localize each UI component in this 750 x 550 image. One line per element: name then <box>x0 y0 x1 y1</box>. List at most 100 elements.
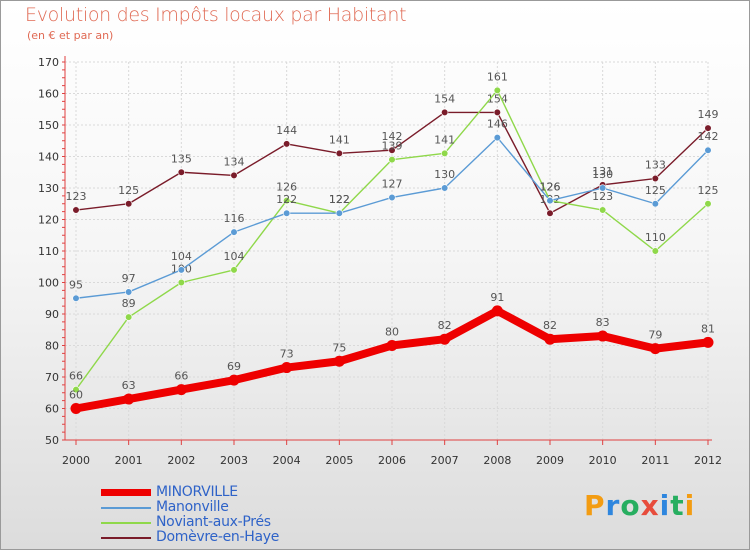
data-point <box>283 140 291 148</box>
data-label: 83 <box>596 316 610 329</box>
data-label: 122 <box>329 193 350 206</box>
data-label: 104 <box>171 250 192 263</box>
data-label: 123 <box>592 190 613 203</box>
data-label: 133 <box>645 159 666 172</box>
data-point <box>546 197 554 205</box>
data-point <box>388 156 396 164</box>
data-point <box>493 108 501 116</box>
data-label: 73 <box>280 348 294 361</box>
logo-letter: P <box>584 489 606 522</box>
y-tick-label: 160 <box>38 88 59 101</box>
data-label: 130 <box>434 168 455 181</box>
x-tick-label: 2010 <box>589 454 617 467</box>
data-label: 134 <box>224 155 245 168</box>
data-point <box>177 266 185 274</box>
data-point <box>388 146 396 154</box>
y-tick-label: 80 <box>45 340 59 353</box>
data-label: 66 <box>69 370 83 383</box>
data-point <box>72 386 80 394</box>
data-label: 126 <box>276 181 297 194</box>
data-label: 122 <box>276 193 297 206</box>
data-point <box>649 343 661 355</box>
y-tick-label: 90 <box>45 308 59 321</box>
y-tick-label: 150 <box>38 119 59 132</box>
x-tick-label: 2012 <box>694 454 722 467</box>
logo-letter: x <box>640 489 660 522</box>
x-tick-label: 2004 <box>273 454 301 467</box>
data-point <box>177 278 185 287</box>
x-tick-label: 2003 <box>220 454 248 467</box>
data-label: 110 <box>645 231 666 244</box>
legend-swatch <box>101 507 151 509</box>
legend-label: MINORVILLE <box>156 484 238 500</box>
data-point <box>125 313 133 321</box>
x-tick-label: 2001 <box>115 454 143 467</box>
x-tick-label: 2005 <box>325 454 353 467</box>
data-point <box>493 86 501 94</box>
data-point <box>388 193 396 202</box>
data-point <box>386 340 398 351</box>
data-point <box>704 124 712 132</box>
data-label: 125 <box>645 184 666 197</box>
data-point <box>72 206 80 214</box>
data-label: 125 <box>118 184 139 197</box>
data-label: 139 <box>382 140 403 153</box>
data-label: 154 <box>434 92 455 105</box>
y-tick-label: 120 <box>38 214 59 227</box>
data-point <box>546 209 554 217</box>
data-point <box>228 374 240 386</box>
legend-swatch <box>101 537 151 539</box>
data-point <box>651 247 659 255</box>
data-point <box>335 209 343 217</box>
data-label: 66 <box>174 370 188 383</box>
data-point <box>441 108 449 116</box>
data-label: 142 <box>382 130 403 143</box>
data-label: 122 <box>329 193 350 206</box>
legend-label: Domèvre-en-Haye <box>156 529 280 545</box>
data-label: 81 <box>701 322 715 335</box>
data-label: 104 <box>224 250 245 263</box>
data-point <box>125 200 133 208</box>
x-tick-label: 2002 <box>167 454 195 467</box>
data-label: 79 <box>648 329 662 342</box>
data-point <box>441 184 449 192</box>
logo-letter: r <box>605 489 621 522</box>
y-tick-label: 50 <box>45 434 59 447</box>
data-label: 80 <box>385 326 399 339</box>
data-label: 69 <box>227 360 241 373</box>
data-point <box>123 393 135 405</box>
legend-swatch <box>101 489 151 496</box>
data-point <box>230 266 238 274</box>
data-point <box>335 149 343 157</box>
data-point <box>439 333 451 345</box>
data-label: 141 <box>434 133 455 146</box>
data-label: 82 <box>438 319 452 332</box>
data-point <box>175 384 187 396</box>
y-tick-label: 140 <box>38 151 59 164</box>
data-point <box>72 294 80 302</box>
data-label: 126 <box>540 181 561 194</box>
logo-letter: t <box>670 489 685 522</box>
y-tick-label: 60 <box>45 403 59 416</box>
data-label: 141 <box>329 133 350 146</box>
data-label: 161 <box>487 70 508 83</box>
data-point <box>177 168 185 176</box>
y-tick-label: 70 <box>45 371 59 384</box>
x-tick-label: 2008 <box>483 454 511 467</box>
legend-label: Noviant-aux-Prés <box>156 514 271 530</box>
data-point <box>544 333 556 345</box>
chart-title: Evolution des Impôts locaux par Habitant <box>25 4 407 26</box>
data-point <box>441 149 449 157</box>
x-tick-label: 2006 <box>378 454 406 467</box>
data-label: 123 <box>66 190 87 203</box>
y-tick-label: 130 <box>38 182 59 195</box>
data-point <box>281 362 293 374</box>
data-point <box>704 146 712 154</box>
data-label: 63 <box>122 379 136 392</box>
data-label: 91 <box>490 291 504 304</box>
data-label: 144 <box>276 124 297 137</box>
data-point <box>333 355 345 367</box>
data-point <box>599 184 607 192</box>
x-tick-label: 2000 <box>62 454 90 467</box>
